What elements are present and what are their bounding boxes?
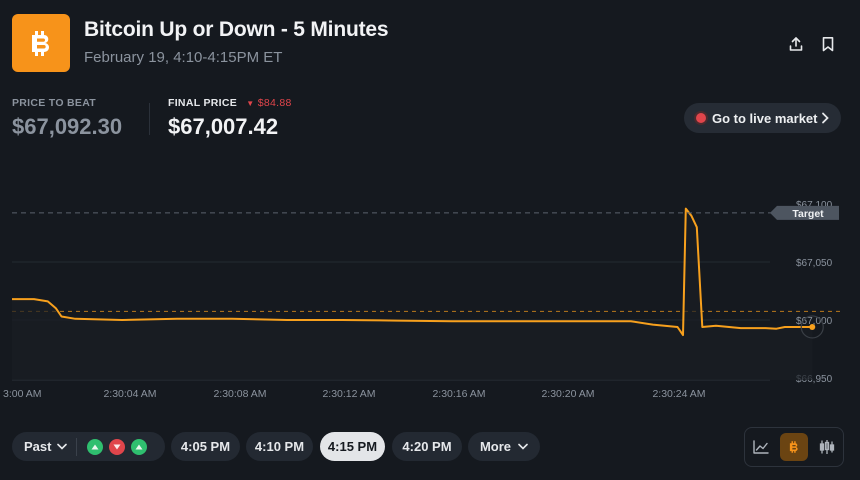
bitcoin-logo (12, 14, 70, 72)
x-tick-label: 2:30:04 AM (103, 388, 156, 400)
bookmark-button[interactable] (818, 34, 838, 54)
final-price-value: $67,007.42 (168, 114, 279, 139)
more-label: More (479, 439, 512, 454)
time-pill-415[interactable]: 4:15 PM (320, 432, 385, 461)
line-view-button[interactable] (747, 433, 775, 461)
candlestick-view-button[interactable] (813, 433, 841, 461)
final-price-label: FINAL PRICE (168, 97, 238, 109)
final-price-label-group: FINAL PRICE ▼ $84.88 (168, 97, 292, 109)
past-result-up-icon (131, 438, 148, 455)
x-tick-label: 2:30:08 AM (213, 388, 266, 400)
share-icon (789, 37, 803, 51)
live-button-label: Go to live market (712, 110, 818, 126)
share-button[interactable] (786, 34, 806, 54)
candlestick-icon (819, 440, 834, 454)
y-tick-label: $67,050 (796, 258, 833, 269)
past-result-up-icon (87, 438, 104, 455)
price-to-beat-value: $67,092.30 (12, 114, 123, 139)
x-tick-label: 2:30:24 AM (652, 388, 705, 400)
x-tick-label: 2:30:16 AM (432, 388, 485, 400)
price-area (12, 208, 813, 380)
past-result-down-icon (109, 438, 126, 455)
market-title: Bitcoin Up or Down - 5 Minutes (84, 18, 389, 41)
time-pill-410[interactable]: 4:10 PM (246, 432, 313, 461)
more-dropdown[interactable]: More (468, 432, 540, 461)
time-pill-420[interactable]: 4:20 PM (392, 432, 462, 461)
y-tick-label: $66,950 (796, 374, 833, 385)
current-point (809, 323, 816, 330)
chevron-down-icon (57, 443, 68, 450)
price-to-beat-label: PRICE TO BEAT (12, 97, 97, 109)
time-pill-405[interactable]: 4:05 PM (171, 432, 240, 461)
y-tick-label: $67,100 (796, 200, 833, 211)
market-subtitle: February 19, 4:10-4:15PM ET (84, 49, 283, 66)
target-tag (770, 205, 839, 220)
x-tick-label: 2:30:20 AM (541, 388, 594, 400)
x-tick-label: 2:30:12 AM (322, 388, 375, 400)
bitcoin-view-button[interactable] (779, 433, 808, 461)
stats-divider (149, 103, 150, 135)
price-chart[interactable]: $67,100 $67,050 $67,000 $66,950 3:00 AM 2:30… (0, 160, 860, 410)
y-tick-label: $67,000 (796, 316, 833, 327)
live-dot-icon (696, 113, 706, 123)
target-label: Target (792, 208, 824, 220)
bitcoin-icon (789, 441, 798, 453)
bitcoin-icon (32, 31, 50, 56)
x-tick-label: 3:00 AM (3, 388, 42, 400)
down-triangle-icon: ▼ (246, 99, 255, 108)
past-label: Past (24, 439, 52, 454)
go-to-live-market-button[interactable]: Go to live market (684, 103, 841, 133)
chevron-right-icon (822, 112, 829, 124)
chevron-down-icon (518, 443, 528, 450)
final-price-delta: ▼ $84.88 (246, 97, 291, 109)
final-price-delta-value: $84.88 (257, 97, 292, 109)
past-dropdown[interactable]: Past (12, 432, 165, 461)
chart-view-toggle (744, 427, 844, 467)
bookmark-icon (822, 37, 834, 52)
line-chart-icon (753, 440, 770, 454)
current-point-ring (800, 315, 824, 339)
past-divider (76, 437, 78, 456)
price-line (12, 207, 813, 337)
